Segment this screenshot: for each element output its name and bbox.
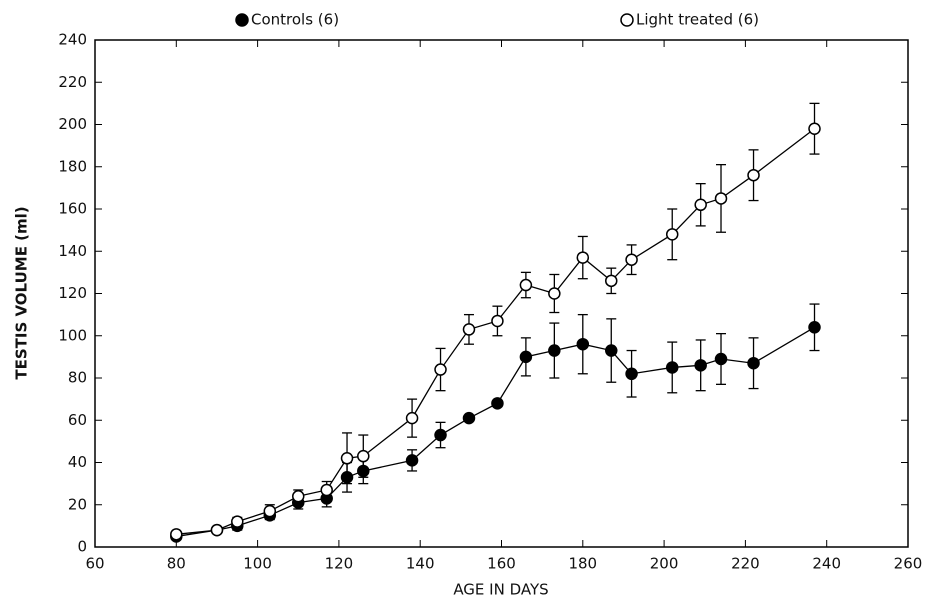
x-tick-label: 120 [325, 555, 354, 573]
series-line [176, 326, 815, 538]
x-tick-label: 260 [894, 555, 923, 573]
data-point [548, 344, 561, 357]
x-tick-label: 80 [167, 555, 186, 573]
y-tick-label: 180 [58, 157, 87, 175]
x-tick-label: 100 [243, 555, 272, 573]
x-tick-label: 140 [406, 555, 435, 573]
y-tick-label: 120 [58, 284, 87, 302]
y-tick-label: 240 [58, 31, 87, 49]
x-tick-label: 180 [568, 555, 597, 573]
y-tick-label: 220 [58, 73, 87, 91]
legend-marker [235, 13, 249, 27]
series-line [176, 128, 815, 535]
y-tick-label: 60 [68, 411, 87, 429]
data-point [605, 274, 618, 288]
data-point [665, 361, 679, 374]
x-tick-label: 60 [85, 555, 104, 573]
data-point [462, 323, 476, 336]
y-tick-label: 160 [58, 200, 87, 218]
data-point [491, 397, 504, 410]
x-axis-label: AGE IN DAYS [453, 581, 548, 599]
data-point [292, 490, 305, 503]
data-point [405, 454, 419, 467]
data-point [491, 314, 504, 328]
data-point [714, 192, 728, 205]
data-point [747, 168, 760, 182]
data-point [548, 287, 561, 300]
data-point [340, 452, 354, 465]
legend-marker [620, 13, 634, 27]
data-point [519, 278, 533, 292]
data-point [747, 356, 760, 370]
data-point [231, 515, 244, 528]
data-point [605, 344, 618, 357]
data-point [170, 528, 183, 541]
plot-frame [94, 39, 909, 548]
x-tick-label: 240 [812, 555, 841, 573]
legend-label: Controls (6) [251, 11, 339, 29]
x-tick-label: 220 [731, 555, 760, 573]
y-tick-label: 140 [58, 242, 87, 260]
y-axis-label: TESTIS VOLUME (ml) [13, 206, 31, 379]
data-point [625, 367, 638, 381]
data-point [519, 350, 533, 364]
data-point [665, 228, 679, 241]
y-tick-label: 100 [58, 326, 87, 344]
data-point [576, 337, 590, 351]
data-point [694, 198, 707, 212]
y-tick-label: 40 [68, 453, 87, 471]
data-point [808, 321, 821, 334]
data-point [462, 411, 476, 425]
data-point [405, 411, 419, 425]
data-point [357, 449, 370, 463]
data-point [263, 504, 277, 518]
x-tick-label: 160 [487, 555, 516, 573]
data-point [320, 483, 333, 497]
y-tick-label: 20 [68, 495, 87, 513]
y-tick-label: 200 [58, 115, 87, 133]
legend-label: Light treated (6) [636, 11, 759, 29]
data-point [434, 428, 447, 442]
data-point [694, 359, 707, 372]
y-tick-label: 80 [68, 369, 87, 387]
data-point [434, 363, 447, 376]
data-point [714, 352, 728, 366]
y-tick-label: 0 [77, 538, 87, 556]
data-point [625, 253, 638, 266]
data-point [576, 251, 590, 264]
x-tick-label: 200 [650, 555, 679, 573]
data-point [210, 523, 224, 537]
data-point [808, 122, 821, 135]
